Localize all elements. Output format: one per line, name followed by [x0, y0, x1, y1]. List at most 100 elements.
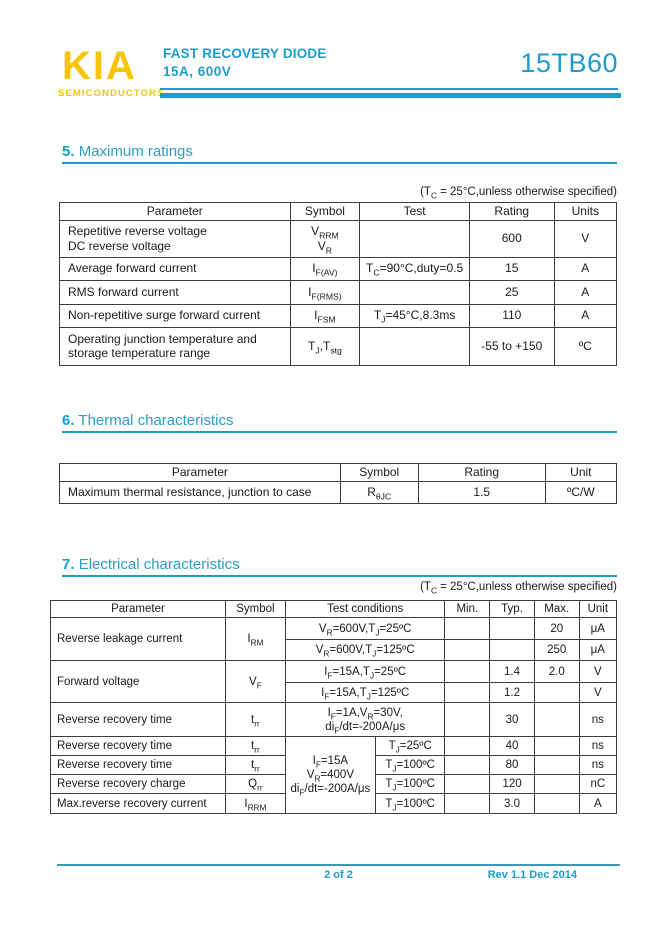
table-cell: Forward voltage [50, 660, 226, 704]
table-cell [533, 682, 580, 704]
table-header-row: Parameter Symbol Rating Unit [59, 463, 618, 482]
table-cell: μA [578, 639, 618, 662]
column-header: Symbol [289, 202, 361, 221]
table-cell: trr [224, 702, 286, 738]
table-cell [444, 774, 491, 795]
table-cell [359, 279, 470, 305]
table-row: Max.reverse recovery current IRRM TJ=100ºC… [50, 793, 618, 815]
table-cell: TJ=100ºC [374, 755, 446, 776]
table-cell: IRM [224, 617, 286, 662]
table-cell: TJ,Tstg [289, 326, 361, 366]
data-table: Parameter Symbol Rating Unit Maximum thermal… [59, 463, 618, 504]
table-cell: Reverse recovery time [50, 736, 226, 757]
table-cell: A [553, 303, 618, 328]
section-thermal-heading: 6. Thermal characteristics [62, 412, 617, 429]
column-header: Rating [417, 463, 546, 482]
table-cell: TC=90°C,duty=0.5 [359, 256, 470, 281]
product-subtitle: 15A, 600V [163, 64, 232, 79]
section-number: 6. [62, 412, 75, 429]
table-cell: VR=600V,TJ=125ºC [284, 639, 446, 662]
table-cell: IFSM [289, 303, 361, 328]
table-cell: 25 [468, 279, 555, 305]
table-cell [533, 702, 580, 738]
data-table: Parameter Symbol Test conditions Min. Typ. Ma… [50, 599, 618, 815]
table-cell: Reverse leakage current [50, 617, 226, 662]
section-underline [62, 575, 617, 577]
table-cell: -55 to +150 [468, 326, 555, 366]
column-header: Test [359, 202, 470, 221]
table-row: Reverse recovery charge Qrr TJ=100ºC 120 nC [50, 774, 618, 795]
table-header-row: Parameter Symbol Test conditions Min. Typ. Ma… [50, 599, 618, 619]
column-header: Parameter [50, 599, 226, 619]
revision: Rev 1.1 Dec 2014 [487, 869, 577, 881]
table-cell: IRRM [224, 793, 286, 815]
column-header: Symbol [224, 599, 286, 619]
table-cell: Reverse recovery time [50, 702, 226, 738]
table-row: IF=15A,TJ=125ºC 1.2 V [51, 682, 618, 704]
table-cell: A [553, 279, 618, 305]
table-cell: ns [578, 702, 618, 738]
column-header: Parameter [59, 463, 341, 482]
table-cell: 110 [468, 303, 555, 328]
section-title: Electrical characteristics [78, 556, 240, 573]
table-cell: IF=15A,TJ=125ºC [284, 682, 446, 704]
table-cell: μA [578, 617, 618, 641]
table-cell: ns [578, 755, 618, 776]
table-cell [533, 736, 580, 757]
table-cell: trr [224, 755, 286, 776]
table-cell: 20 [533, 617, 580, 641]
table-cell: Reverse recovery charge [50, 774, 226, 795]
table-cell: 600 [468, 219, 555, 258]
table-row: Reverse recovery time trr IF=1A,VR=30V, diF… [50, 702, 618, 738]
table-cell: 3.0 [489, 793, 535, 815]
table-cell [444, 660, 491, 684]
column-header: Max. [533, 599, 580, 619]
temp-condition-note: (TC = 25°C,unless otherwise specified) [420, 581, 617, 596]
table-cell: nC [578, 774, 618, 795]
column-header: Unit [544, 463, 618, 482]
table-cell [533, 774, 580, 795]
table-cell [444, 682, 491, 704]
logo-subtitle: SEMICONDUCTORS [58, 88, 165, 99]
header-rule-thin [160, 88, 618, 90]
table-row: Repetitive reverse voltage DC reverse vol… [59, 219, 618, 258]
table-cell: Maximum thermal resistance, junction to … [59, 480, 341, 504]
page-number: 2 of 2 [324, 869, 353, 881]
table-cell: 250 [533, 639, 580, 662]
column-header: Symbol [339, 463, 419, 482]
table-cell: TJ=100ºC [374, 774, 446, 795]
table-cell [444, 793, 491, 815]
table-cell [489, 639, 535, 662]
column-header: Units [553, 202, 618, 221]
table-row: RMS forward current IF(RMS) 25 A [59, 279, 618, 305]
table-cell [533, 793, 580, 815]
table-cell: VRRM VR [289, 219, 361, 258]
table-cell: A [578, 793, 618, 815]
table-cell: 1.5 [417, 480, 546, 504]
table-cell: Average forward current [59, 256, 291, 281]
table-cell: TJ=45°C,8.3ms [359, 303, 470, 328]
table-cell [359, 326, 470, 366]
table-cell: 1.4 [489, 660, 535, 684]
table-cell [359, 219, 470, 258]
maximum-ratings-table: Parameter Symbol Test Rating Units Repetitive… [59, 202, 618, 366]
table-cell: VF [224, 660, 286, 704]
table-cell: V [578, 660, 618, 684]
data-table: Parameter Symbol Test Rating Units Repetitive… [59, 202, 618, 366]
table-cell: A [553, 256, 618, 281]
section-number: 5. [62, 143, 75, 160]
table-cell: 1.2 [489, 682, 535, 704]
table-cell: IF(AV) [289, 256, 361, 281]
table-cell: 30 [489, 702, 535, 738]
table-cell: 2.0 [533, 660, 580, 684]
section-maximum-ratings-heading: 5. Maximum ratings [62, 143, 617, 160]
table-cell: 15 [468, 256, 555, 281]
table-cell: ºC/W [544, 480, 618, 504]
table-cell [444, 736, 491, 757]
section-underline [62, 162, 617, 164]
table-cell: Max.reverse recovery current [50, 793, 226, 815]
table-cell: V [578, 682, 618, 704]
table-cell [489, 617, 535, 641]
table-cell: VR=600V,TJ=25ºC [284, 617, 446, 641]
column-header: Test conditions [284, 599, 446, 619]
